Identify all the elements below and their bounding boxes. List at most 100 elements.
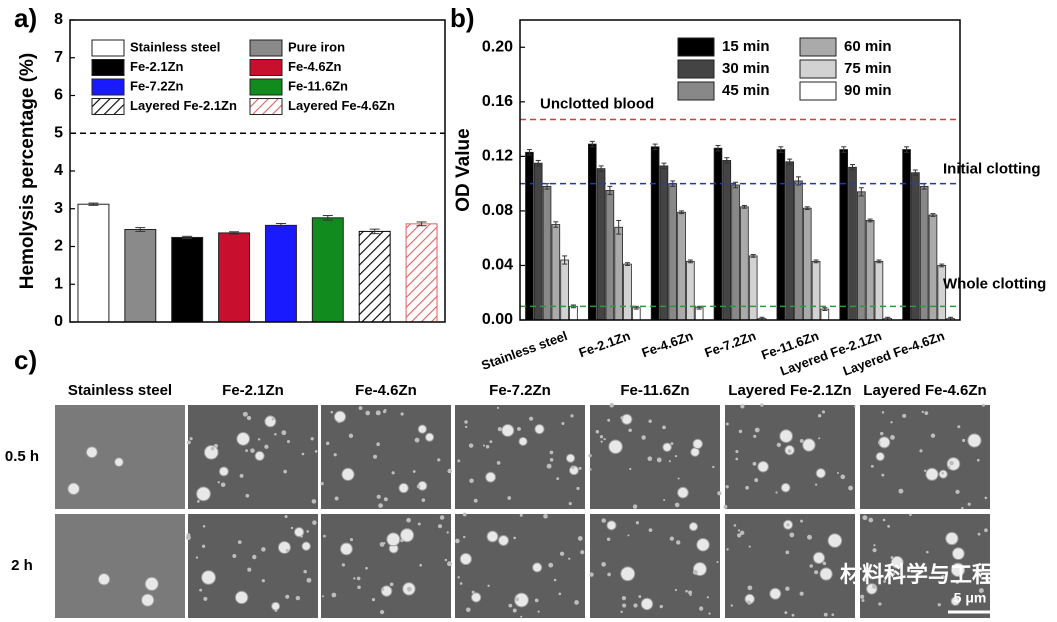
particle xyxy=(189,437,193,441)
particle xyxy=(817,414,822,418)
legend-label: 15 min xyxy=(722,38,770,55)
particle xyxy=(312,520,317,525)
particle xyxy=(961,506,964,510)
particle xyxy=(708,612,711,615)
platelet xyxy=(498,534,510,546)
platelet xyxy=(815,468,826,479)
particle xyxy=(371,598,376,602)
particle xyxy=(955,489,960,494)
particle xyxy=(446,531,449,534)
y-axis-title: OD Value xyxy=(453,128,474,211)
legend-label: 45 min xyxy=(722,82,770,99)
y-tick-label: 0.12 xyxy=(482,148,513,165)
particle xyxy=(245,493,250,498)
particle xyxy=(372,454,378,459)
particle xyxy=(543,513,548,519)
particle xyxy=(873,544,876,547)
particle xyxy=(740,404,745,409)
particle xyxy=(261,547,266,552)
platelet xyxy=(271,601,281,611)
particle xyxy=(955,580,960,584)
particle xyxy=(330,410,334,414)
particle xyxy=(513,536,517,540)
particle xyxy=(580,550,585,555)
particle xyxy=(725,422,729,426)
particle xyxy=(836,472,839,475)
particle xyxy=(321,595,325,598)
particle xyxy=(465,607,471,613)
bar xyxy=(811,260,821,321)
particle xyxy=(437,458,441,462)
platelet xyxy=(141,593,155,607)
particle xyxy=(868,517,874,523)
platelet xyxy=(769,587,782,600)
bar xyxy=(77,203,110,323)
particle xyxy=(250,448,255,453)
plot-frame xyxy=(519,19,961,321)
particle xyxy=(379,541,385,547)
bar xyxy=(605,190,615,321)
legend-label: Fe-7.2Zn xyxy=(130,78,184,93)
particle xyxy=(239,473,244,478)
particle xyxy=(546,463,552,469)
particle xyxy=(930,433,936,438)
particle xyxy=(919,449,923,453)
platelet xyxy=(201,570,216,585)
error-bar xyxy=(416,221,427,227)
particle xyxy=(662,425,666,430)
particle xyxy=(310,437,314,441)
x-tick-label: Fe-7.2Zn xyxy=(703,328,758,360)
particle xyxy=(331,592,337,598)
particle xyxy=(890,435,895,440)
particle xyxy=(674,588,678,592)
particle xyxy=(571,465,575,469)
particle xyxy=(689,593,692,597)
sem-image xyxy=(725,514,855,618)
particle xyxy=(635,521,640,525)
error-bar xyxy=(841,146,847,153)
particle xyxy=(648,419,652,424)
particle xyxy=(656,457,662,463)
particle xyxy=(976,458,980,462)
y-tick-label: 0.08 xyxy=(482,202,513,219)
bar xyxy=(311,217,344,323)
particle xyxy=(754,427,760,433)
platelet xyxy=(677,486,689,499)
row-label: 0.5 h xyxy=(5,448,39,465)
error-bar xyxy=(661,162,667,170)
particle xyxy=(717,491,722,496)
legend-label: 90 min xyxy=(844,82,892,99)
particle xyxy=(601,562,606,567)
particle xyxy=(264,444,269,449)
particle xyxy=(421,498,426,502)
platelet xyxy=(218,466,229,477)
error-bar xyxy=(553,221,559,228)
particle xyxy=(497,427,502,432)
platelet xyxy=(196,486,211,502)
particle xyxy=(419,563,423,567)
particle xyxy=(776,442,782,448)
bar xyxy=(560,259,569,321)
particle xyxy=(627,534,630,537)
platelet xyxy=(425,432,435,442)
particle xyxy=(735,449,739,454)
particle xyxy=(357,585,361,590)
particle xyxy=(799,438,804,443)
particle xyxy=(463,535,466,539)
reference-label: Initial clotting xyxy=(943,161,1041,178)
particle xyxy=(787,449,792,453)
particle xyxy=(300,535,303,538)
particle xyxy=(242,411,248,417)
platelet xyxy=(621,413,633,425)
platelet xyxy=(97,573,111,586)
error-bar xyxy=(813,259,819,264)
error-bar xyxy=(88,202,99,206)
particle xyxy=(274,609,278,612)
particle xyxy=(391,471,395,475)
error-bar xyxy=(715,144,721,152)
platelet xyxy=(470,592,482,603)
particle xyxy=(202,524,206,528)
bar xyxy=(659,165,669,321)
particle xyxy=(736,533,742,538)
